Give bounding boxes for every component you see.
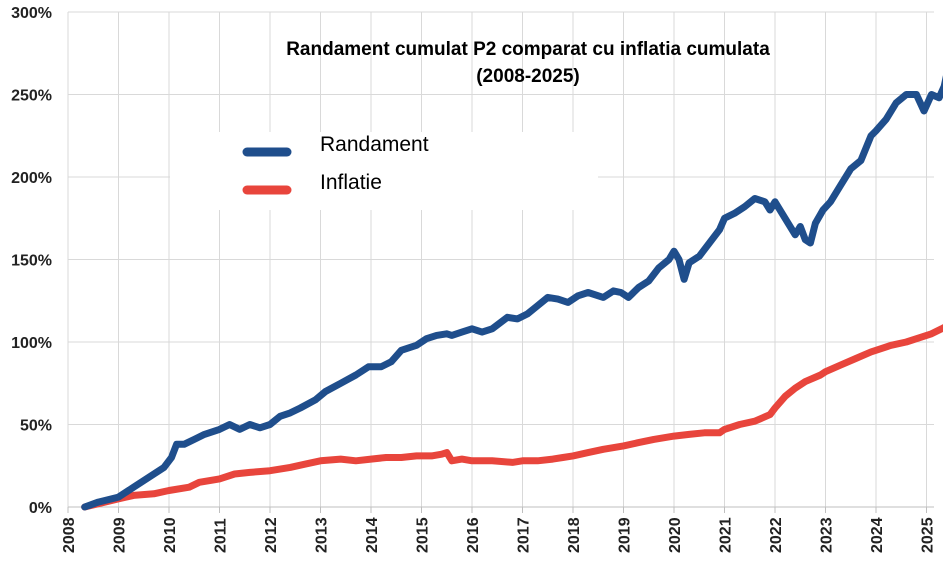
y-tick-label: 200% xyxy=(11,170,52,187)
y-tick-label: 100% xyxy=(11,335,52,352)
x-tick-label: 2008 xyxy=(61,517,78,553)
x-axis-ticks: 2008 2009 2010 2011 2012 2013 2014 2015 2016 2017… xyxy=(61,517,937,553)
legend-label-inflatie: Inflatie xyxy=(320,171,382,194)
y-tick-label: 250% xyxy=(11,88,52,105)
y-tick-label: 50% xyxy=(20,418,52,435)
x-tick-label: 2021 xyxy=(718,517,735,553)
legend-background xyxy=(170,132,598,210)
chart-title: Randament cumulat P2 comparat cu inflati… xyxy=(286,39,770,60)
x-tick-label: 2022 xyxy=(768,517,785,553)
y-tick-label: 150% xyxy=(11,253,52,270)
x-tick-label: 2023 xyxy=(819,517,836,553)
series-lines xyxy=(81,75,943,511)
x-tick-label: 2009 xyxy=(112,517,129,553)
y-tick-label: 0% xyxy=(29,500,52,517)
x-tick-label: 2012 xyxy=(263,517,280,553)
x-tick-label: 2013 xyxy=(314,517,331,553)
x-tick-label: 2019 xyxy=(617,517,634,553)
series-line-inflatie xyxy=(81,324,943,511)
series-line-randament xyxy=(81,75,943,511)
x-tick-label: 2017 xyxy=(516,517,533,553)
x-tick-label: 2024 xyxy=(869,517,886,553)
legend-label-randament: Randament xyxy=(320,133,429,156)
x-tick-label: 2025 xyxy=(920,517,937,553)
y-tick-label: 300% xyxy=(11,5,52,22)
x-tick-label: 2016 xyxy=(465,517,482,553)
x-tick-label: 2020 xyxy=(667,517,684,553)
y-axis-ticks: 0% 50% 100% 150% 200% 250% 300% xyxy=(11,5,52,517)
x-tick-label: 2011 xyxy=(213,518,230,553)
chart-subtitle: (2008-2025) xyxy=(476,66,580,87)
x-tick-label: 2015 xyxy=(415,517,432,553)
x-tick-label: 2014 xyxy=(364,517,381,553)
x-tick-label: 2010 xyxy=(162,517,179,553)
x-tick-label: 2018 xyxy=(566,517,583,553)
legend: Randament Inflatie xyxy=(242,133,429,195)
